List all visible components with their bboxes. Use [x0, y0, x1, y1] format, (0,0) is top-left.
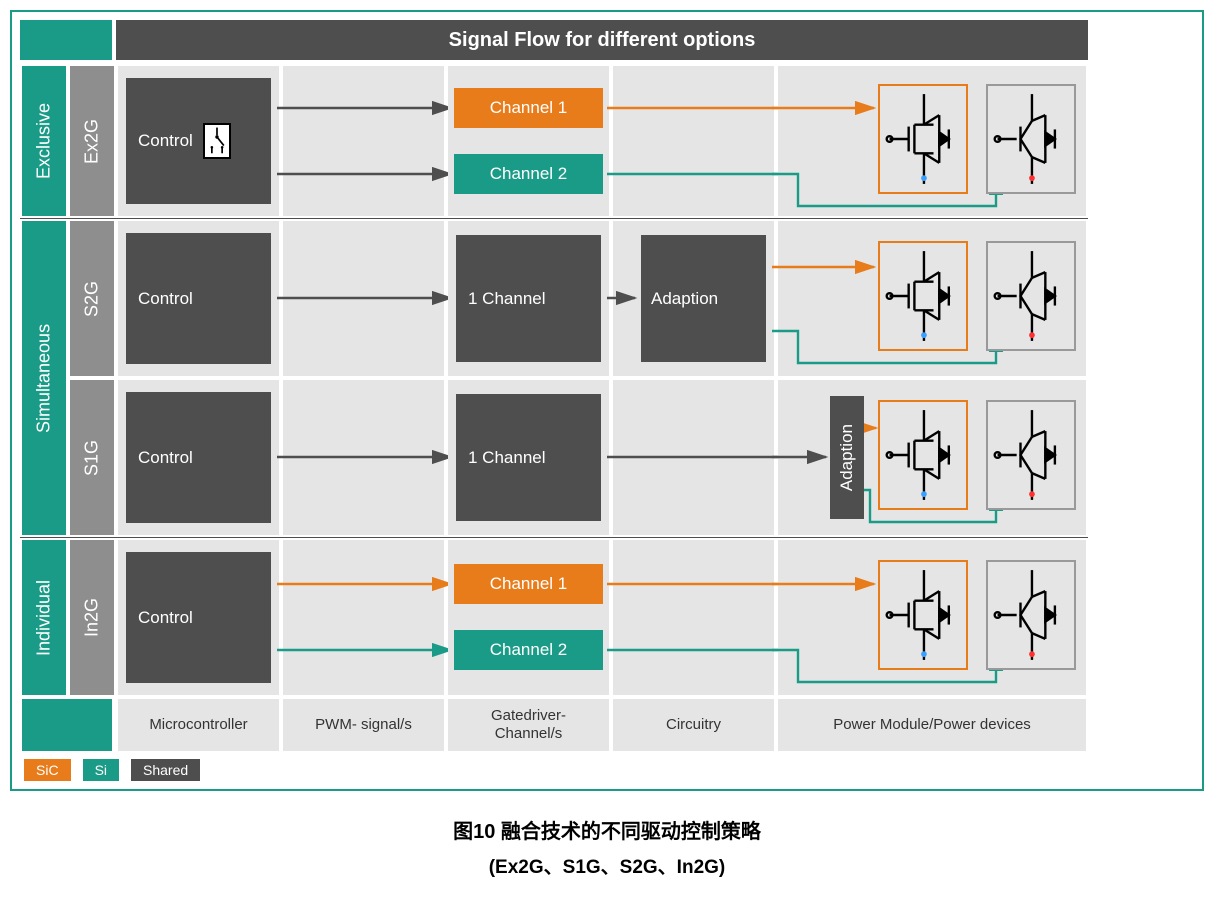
control-label: Control [138, 131, 193, 151]
si-device-s2g [986, 241, 1076, 351]
one-channel-s2g: 1 Channel [456, 235, 601, 362]
header-spacer [20, 20, 112, 60]
channel1-in2g: Channel 1 [454, 564, 603, 604]
channel1-label-in2g: Channel 1 [490, 574, 568, 594]
cell-s2g-microcontroller: Control [118, 221, 279, 376]
cell-s1g-pwm [283, 380, 444, 535]
footer-spacer [22, 699, 112, 751]
cell-in2g-pwm [283, 540, 444, 695]
footer-gatedriver: Gatedriver- Channel/s [448, 699, 609, 751]
sic-device-s1g [878, 400, 968, 510]
cell-ex2g-microcontroller: Control [118, 66, 279, 216]
cell-s2g-pwm [283, 221, 444, 376]
caption-line2: (Ex2G、S1G、S2G、In2G) [0, 852, 1214, 879]
group-label-exclusive: Exclusive [22, 66, 66, 216]
wires-ex2g-pwm [283, 66, 444, 216]
footer-microcontroller: Microcontroller [118, 699, 279, 751]
channel2-in2g: Channel 2 [454, 630, 603, 670]
footer-pwm: PWM- signal/s [283, 699, 444, 751]
diagram-grid: Signal Flow for different options Exclus… [20, 20, 1194, 753]
one-channel-label: 1 Channel [468, 289, 546, 309]
cell-in2g-circuitry [613, 540, 774, 695]
footer-power: Power Module/Power devices [778, 699, 1086, 751]
footer-circuitry: Circuitry [613, 699, 774, 751]
adaption-s1g: Adaption [830, 396, 864, 519]
cell-s2g-power [778, 221, 1086, 376]
channel1-label: Channel 1 [490, 98, 568, 118]
legend-si: Si [83, 759, 119, 781]
channel2-label: Channel 2 [490, 164, 568, 184]
sic-device-s2g [878, 241, 968, 351]
caption-line1: 图10 融合技术的不同驱动控制策略 [0, 815, 1214, 844]
one-channel-label-s1g: 1 Channel [468, 448, 546, 468]
control-label-in2g: Control [138, 608, 193, 628]
cell-ex2g-gatedriver: Channel 1 Channel 2 [448, 66, 609, 216]
cell-s1g-circuitry [613, 380, 774, 535]
channel1-box: Channel 1 [454, 88, 603, 128]
legend-shared: Shared [131, 759, 200, 781]
row-sep-2 [20, 537, 1088, 538]
control-box-s2g: Control [126, 233, 271, 364]
control-box-in2g: Control [126, 552, 271, 683]
cell-s1g-microcontroller: Control [118, 380, 279, 535]
group-label-individual: Individual [22, 540, 66, 695]
channel2-label-in2g: Channel 2 [490, 640, 568, 660]
cell-in2g-microcontroller: Control [118, 540, 279, 695]
cell-s1g-gatedriver: 1 Channel [448, 380, 609, 535]
sub-label-ex2g: Ex2G [70, 66, 114, 216]
si-device-ex2g [986, 84, 1076, 194]
si-device-in2g [986, 560, 1076, 670]
cell-s1g-power: Adaption [778, 380, 1086, 535]
adaption-label-v: Adaption [837, 424, 857, 491]
control-box-s1g: Control [126, 392, 271, 523]
group-label-simultaneous: Simultaneous [22, 221, 66, 535]
sub-label-in2g: In2G [70, 540, 114, 695]
cell-s2g-circuitry: Adaption [613, 221, 774, 376]
legend-sic: SiC [24, 759, 71, 781]
adaption-s2g: Adaption [641, 235, 766, 362]
control-box-ex2g: Control [126, 78, 271, 204]
sub-label-s1g: S1G [70, 380, 114, 535]
header-title: Signal Flow for different options [116, 20, 1088, 60]
cell-ex2g-power [778, 66, 1086, 216]
cell-ex2g-circuitry [613, 66, 774, 216]
si-device-s1g [986, 400, 1076, 510]
diagram-frame: Signal Flow for different options Exclus… [10, 10, 1204, 791]
channel2-box: Channel 2 [454, 154, 603, 194]
adaption-label: Adaption [651, 289, 718, 309]
control-label-s2g: Control [138, 289, 193, 309]
wires-ex2g-circ [613, 66, 774, 216]
control-label-s1g: Control [138, 448, 193, 468]
cell-in2g-gatedriver: Channel 1 Channel 2 [448, 540, 609, 695]
cell-in2g-power [778, 540, 1086, 695]
legend: SiC Si Shared [20, 753, 1194, 781]
sub-label-s2g: S2G [70, 221, 114, 376]
sic-device-ex2g [878, 84, 968, 194]
row-sep-1 [20, 218, 1088, 219]
one-channel-s1g: 1 Channel [456, 394, 601, 521]
cell-ex2g-pwm [283, 66, 444, 216]
cell-s2g-gatedriver: 1 Channel [448, 221, 609, 376]
sic-device-in2g [878, 560, 968, 670]
switch-icon [203, 123, 231, 159]
